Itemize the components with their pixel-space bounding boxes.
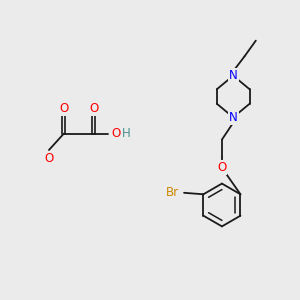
Text: N: N (229, 111, 238, 124)
Text: O: O (44, 152, 54, 164)
Text: O: O (59, 102, 68, 115)
Text: H: H (122, 127, 130, 140)
Text: Br: Br (166, 186, 179, 199)
Text: O: O (217, 161, 226, 174)
Text: O: O (89, 102, 98, 115)
Text: O: O (111, 127, 120, 140)
Text: N: N (229, 69, 238, 82)
